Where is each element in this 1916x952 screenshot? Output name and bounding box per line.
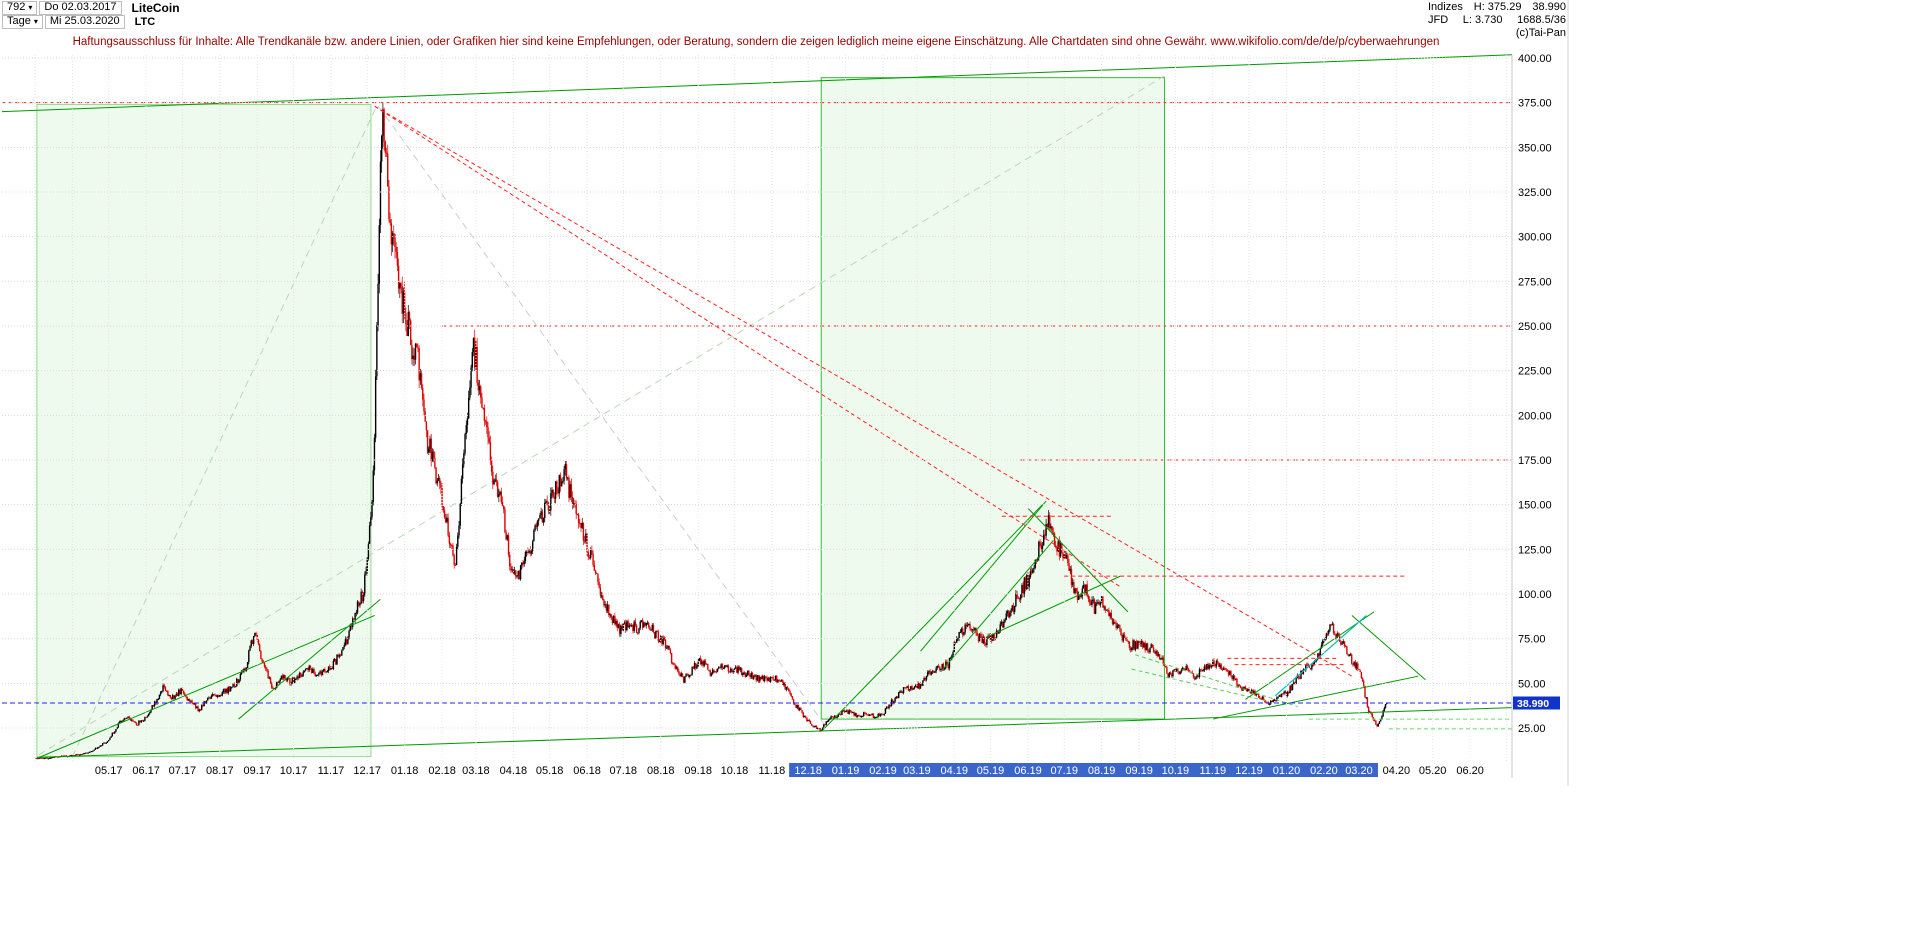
svg-text:12.19: 12.19 [1235,765,1263,777]
period-dropdown[interactable]: Tage ▾ [2,14,43,29]
svg-text:07.19: 07.19 [1050,765,1078,777]
svg-text:08.17: 08.17 [206,765,234,777]
svg-text:11.19: 11.19 [1199,765,1226,777]
svg-text:175.00: 175.00 [1518,455,1552,467]
svg-text:05.19: 05.19 [977,765,1005,777]
svg-text:200.00: 200.00 [1518,410,1552,422]
svg-text:50.00: 50.00 [1518,678,1546,690]
toolbar-row-1: 792 ▾ Do 02.03.2017 LiteCoin [2,0,180,15]
svg-text:05.17: 05.17 [95,765,123,777]
svg-text:03.20: 03.20 [1345,765,1373,777]
svg-text:150.00: 150.00 [1518,500,1552,512]
svg-text:250.00: 250.00 [1518,321,1552,333]
feed-label: JFD [1428,14,1449,26]
copyright-label: (c)Tai-Pan [1515,27,1566,39]
chevron-down-icon: ▾ [28,2,33,12]
volume-value: 1688.5/36 [1517,14,1566,26]
svg-text:02.20: 02.20 [1310,765,1338,777]
low-value: L: 3.730 [1462,14,1503,26]
svg-text:07.17: 07.17 [169,765,197,777]
svg-text:01.19: 01.19 [832,765,860,777]
svg-text:10.19: 10.19 [1162,765,1190,777]
svg-text:02.18: 02.18 [428,765,456,777]
quote-row-high: Indizes H: 375.29 38.990 [1428,1,1566,14]
chart-toolbar: 792 ▾ Do 02.03.2017 LiteCoin Tage ▾ Mi 2… [2,0,180,29]
svg-text:08.19: 08.19 [1088,765,1116,777]
svg-text:07.18: 07.18 [610,765,638,777]
price-chart[interactable]: 400.00 375.00 350.00 325.00 300.00 275.00 250.… [0,0,1580,790]
svg-text:04.20: 04.20 [1383,765,1411,777]
bars-count-dropdown[interactable]: 792 ▾ [2,0,38,15]
svg-text:225.00: 225.00 [1518,366,1552,378]
svg-text:03.19: 03.19 [903,765,931,777]
svg-text:325.00: 325.00 [1518,187,1552,199]
copyright-row: (c)Tai-Pan [1428,27,1566,40]
quote-info-panel: Indizes H: 375.29 38.990 JFD L: 3.730 16… [1428,1,1566,40]
svg-text:06.20: 06.20 [1456,765,1484,777]
svg-text:09.18: 09.18 [684,765,712,777]
svg-text:75.00: 75.00 [1518,634,1546,646]
quote-row-low: JFD L: 3.730 1688.5/36 [1428,14,1566,27]
svg-text:125.00: 125.00 [1518,544,1552,556]
svg-text:04.19: 04.19 [941,765,969,777]
last-price-value: 38.990 [1532,1,1566,13]
svg-text:375.00: 375.00 [1518,98,1552,110]
svg-text:12.17: 12.17 [353,765,381,777]
svg-text:275.00: 275.00 [1518,276,1552,288]
chevron-down-icon: ▾ [33,16,38,26]
svg-text:11.18: 11.18 [759,765,786,777]
svg-text:06.17: 06.17 [132,765,160,777]
svg-text:01.18: 01.18 [391,765,419,777]
toolbar-row-2: Tage ▾ Mi 25.03.2020 LTC [2,14,180,29]
svg-text:100.00: 100.00 [1518,589,1552,601]
svg-text:25.00: 25.00 [1518,723,1546,735]
svg-text:02.19: 02.19 [869,765,897,777]
period-value: Tage [7,15,31,27]
svg-text:01.20: 01.20 [1273,765,1301,777]
bars-count-value: 792 [7,1,26,13]
svg-text:38.990: 38.990 [1517,698,1549,710]
svg-text:04.18: 04.18 [500,765,528,777]
svg-text:06.19: 06.19 [1014,765,1042,777]
svg-text:05.18: 05.18 [536,765,564,777]
symbol-label: LTC [134,15,156,28]
svg-text:05.20: 05.20 [1419,765,1447,777]
svg-text:10.17: 10.17 [280,765,308,777]
disclaimer-text: Haftungsausschluss für Inhalte: Alle Tre… [72,36,1440,48]
instrument-title: LiteCoin [131,0,180,15]
date-to-field[interactable]: Mi 25.03.2020 [44,14,125,29]
svg-text:400.00: 400.00 [1518,53,1552,65]
svg-text:03.18: 03.18 [462,765,490,777]
svg-text:10.18: 10.18 [721,765,749,777]
svg-text:09.19: 09.19 [1125,765,1153,777]
svg-text:09.17: 09.17 [244,765,272,777]
svg-text:06.18: 06.18 [573,765,601,777]
svg-text:11.17: 11.17 [318,765,345,777]
svg-text:12.18: 12.18 [794,765,822,777]
svg-text:300.00: 300.00 [1518,232,1552,244]
high-value: H: 375.29 [1473,1,1522,13]
svg-text:350.00: 350.00 [1518,142,1552,154]
exchange-label: Indizes [1428,1,1463,13]
svg-text:08.18: 08.18 [647,765,675,777]
date-from-field[interactable]: Do 02.03.2017 [39,0,122,15]
